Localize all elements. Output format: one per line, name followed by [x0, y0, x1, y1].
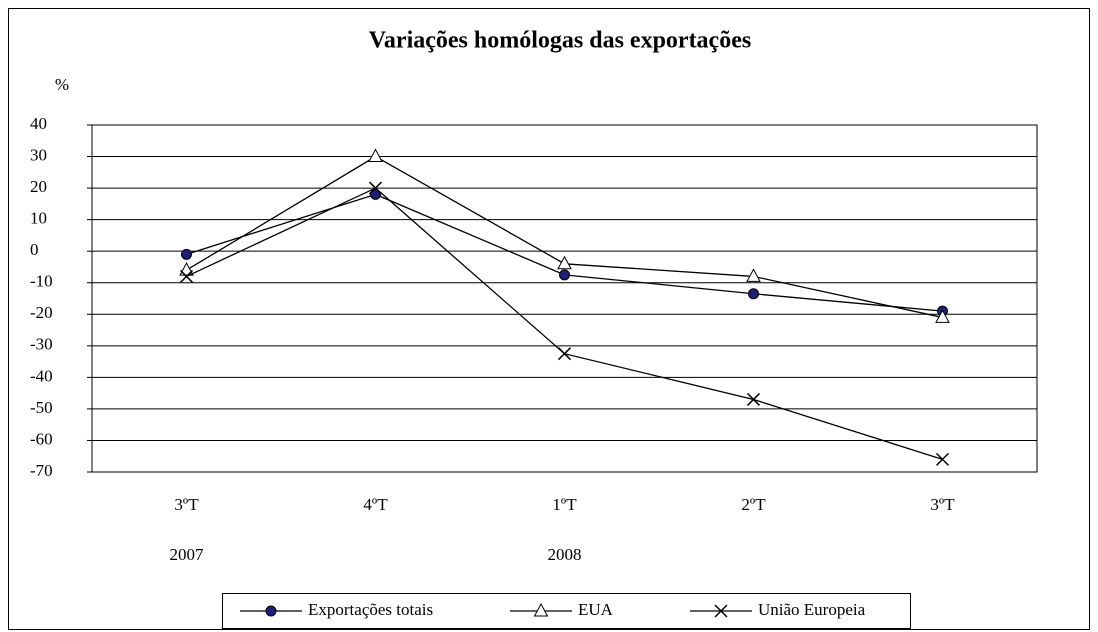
- chart-title: Variações homólogas das exportações: [369, 28, 751, 54]
- marker: [557, 347, 572, 361]
- marker: [368, 148, 383, 163]
- legend-label: Exportações totais: [308, 600, 433, 619]
- x-tick-label: 3ºT: [174, 495, 199, 514]
- marker: [370, 188, 381, 200]
- marker: [179, 269, 194, 283]
- y-tick-label: -50: [30, 398, 53, 417]
- legend-label: EUA: [578, 600, 614, 619]
- y-tick-label: 0: [30, 240, 39, 259]
- y-tick-label: -20: [30, 303, 53, 322]
- marker: [935, 452, 950, 466]
- y-tick-label: -10: [30, 272, 53, 291]
- marker: [265, 605, 277, 617]
- marker: [533, 602, 549, 617]
- marker: [181, 248, 192, 260]
- marker: [714, 604, 728, 618]
- year-label: 2008: [548, 545, 582, 564]
- marker: [746, 392, 761, 406]
- marker: [748, 288, 759, 300]
- y-axis-label: %: [55, 75, 69, 94]
- y-tick-label: -70: [30, 461, 53, 480]
- marker: [557, 255, 572, 270]
- marker: [368, 181, 383, 195]
- y-tick-label: -30: [30, 335, 53, 354]
- x-tick-label: 1ºT: [552, 495, 577, 514]
- y-tick-label: -40: [30, 366, 53, 385]
- plot-area: [91, 124, 1038, 473]
- x-tick-label: 2ºT: [741, 495, 766, 514]
- y-tick-label: 20: [30, 177, 47, 196]
- marker: [935, 309, 950, 323]
- legend-label: União Europeia: [758, 600, 866, 619]
- year-label: 2007: [170, 545, 205, 564]
- x-tick-label: 4ºT: [363, 495, 388, 514]
- y-tick-label: -60: [30, 429, 53, 448]
- marker: [746, 268, 761, 282]
- y-tick-label: 10: [30, 209, 47, 228]
- x-tick-label: 3ºT: [930, 495, 955, 514]
- y-tick-label: 30: [30, 145, 47, 164]
- marker: [559, 269, 570, 281]
- y-tick-label: 40: [30, 114, 47, 133]
